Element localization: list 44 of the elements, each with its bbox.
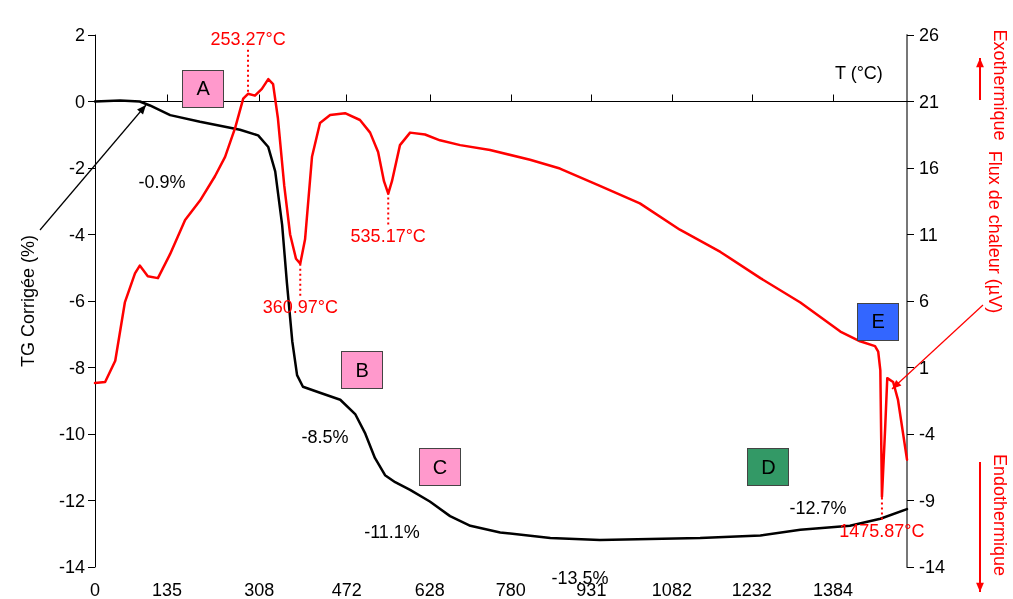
y2-tick-label: -4 <box>919 424 936 444</box>
annotation: E <box>857 302 900 341</box>
annotation: -0.9% <box>138 172 186 192</box>
y2-tick-label: 6 <box>919 291 930 311</box>
y2-tick-label: 1 <box>919 357 930 378</box>
text: Endothermique <box>990 453 1010 577</box>
y2-tick-label: 11 <box>919 224 938 245</box>
y2-tick-label: 21 <box>919 91 940 112</box>
x-tick-label: 1082 <box>651 580 692 599</box>
x-tick-label: 1232 <box>731 580 772 599</box>
y-tick-label: -14 <box>58 557 85 577</box>
annotation: B <box>341 351 384 390</box>
x-tick-label: 780 <box>495 580 526 599</box>
annotation: 535.17°C <box>350 225 426 246</box>
y2-tick-label: -9 <box>919 490 936 511</box>
x-axis-title: T (°C) <box>835 62 883 83</box>
x-tick-label: 472 <box>331 580 362 599</box>
y2-axis-title: Flux de chaleur (µV) <box>985 150 1005 314</box>
annotation: D <box>747 448 790 487</box>
y2-tick-label: 16 <box>919 158 940 178</box>
annotation: -11.1% <box>364 522 420 542</box>
x-tick-label: 135 <box>151 580 182 599</box>
y2-tick-label: -14 <box>919 557 946 577</box>
x-tick-label: 0 <box>89 580 101 599</box>
annotation: -12.7% <box>789 498 847 518</box>
annotation: 253.27°C <box>210 28 286 49</box>
annotation: 1475.87°C <box>839 520 925 541</box>
x-tick-label: 628 <box>414 580 445 599</box>
annotation: C <box>418 448 461 487</box>
y-tick-label: -8 <box>68 357 85 378</box>
x-tick-label: 1384 <box>812 580 853 599</box>
y-tick-label: -2 <box>68 158 85 178</box>
y-tick-label: -6 <box>68 291 85 311</box>
y-tick-label: -10 <box>58 424 85 444</box>
y2-tick-label: 26 <box>919 25 940 45</box>
y-tick-label: -4 <box>68 224 85 245</box>
annotation: A <box>182 69 225 108</box>
annotation: -8.5% <box>301 427 349 447</box>
y-axis-title: TG Corrigée (%) <box>18 234 38 368</box>
y-tick-label: 2 <box>74 25 85 45</box>
y-tick-label: 0 <box>74 91 85 112</box>
x-tick-label: 308 <box>244 580 275 599</box>
y-tick-label: -12 <box>58 490 85 511</box>
text: Exothermique <box>990 29 1010 141</box>
